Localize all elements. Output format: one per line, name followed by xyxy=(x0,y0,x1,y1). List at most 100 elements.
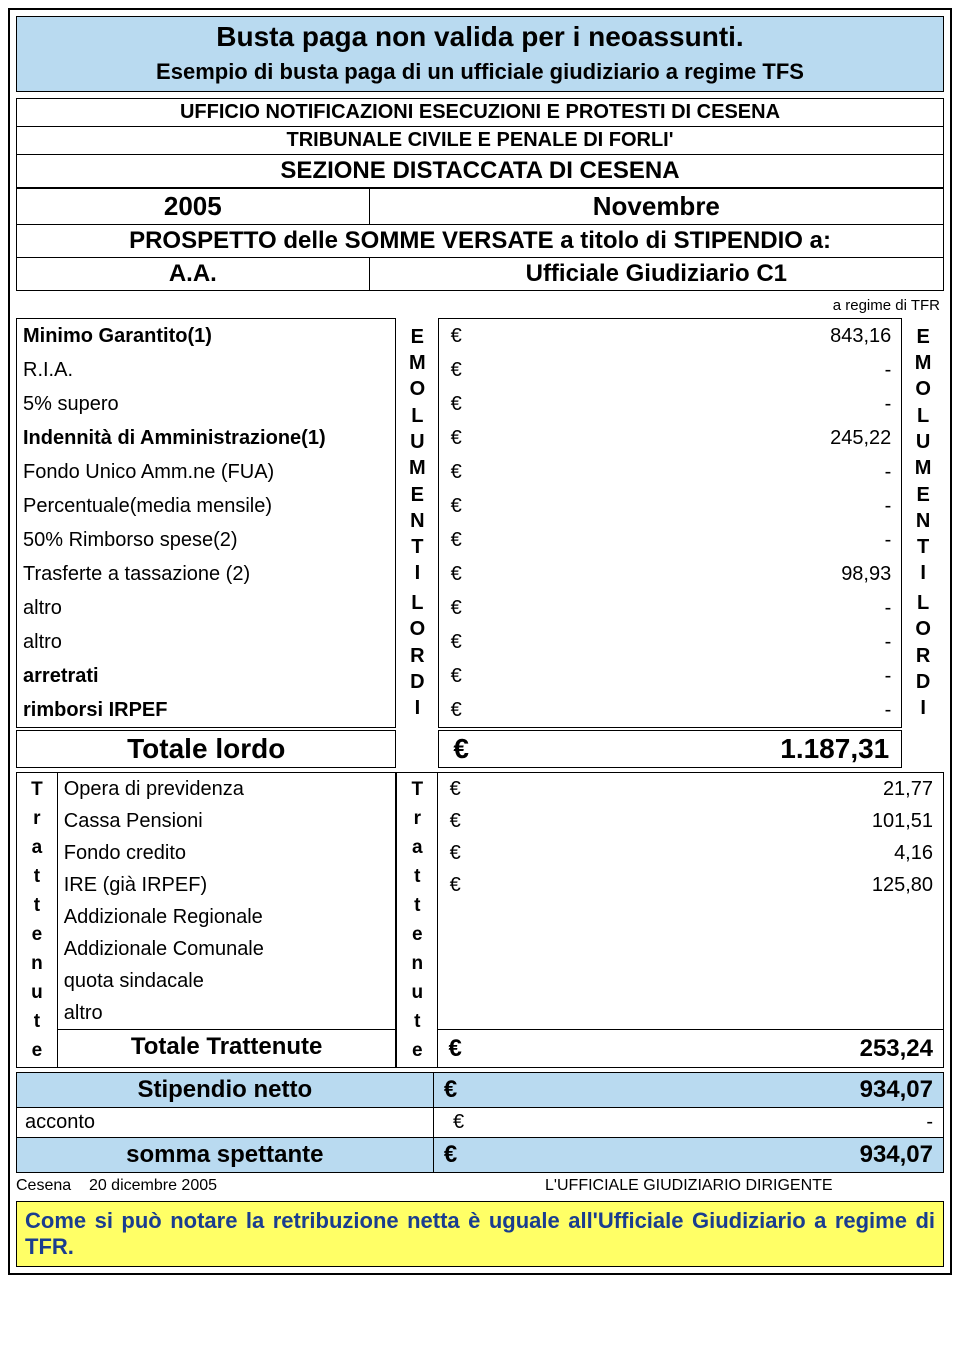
item-label: R.I.A. xyxy=(17,353,395,387)
trattenuta-value xyxy=(438,997,943,1029)
prospetto-title: PROSPETTO delle SOMME VERSATE a titolo d… xyxy=(16,225,944,258)
euro-icon: € xyxy=(438,778,472,801)
vertical-letter: e xyxy=(17,1040,57,1062)
signature-role: L'UFFICIALE GIUDIZIARIO DIRIGENTE xyxy=(434,1177,944,1195)
totale-trattenute-label: Totale Trattenute xyxy=(58,1029,396,1064)
trattenuta-value: €101,51 xyxy=(438,805,943,837)
vertical-letter: I xyxy=(902,697,944,720)
vertical-letter: D xyxy=(396,671,438,694)
item-value: €- xyxy=(439,455,901,489)
trattenuta-value xyxy=(438,901,943,933)
euro-icon: € xyxy=(434,1076,468,1104)
vertical-letter: U xyxy=(902,431,944,454)
vertical-letter: M xyxy=(396,352,438,375)
stipendio-netto-amount: 934,07 xyxy=(468,1076,943,1104)
trattenuta-amount: 21,77 xyxy=(472,778,943,801)
item-amount: - xyxy=(473,495,901,518)
totale-lordo-row: Totale lordo € 1.187,31 xyxy=(16,730,944,768)
vertical-letter: I xyxy=(396,562,438,585)
emolumenti-grid: Minimo Garantito(1)R.I.A.5% superoIndenn… xyxy=(16,318,944,728)
recipient-row: A.A. Ufficiale Giudiziario C1 xyxy=(16,258,944,291)
vertical-letter: E xyxy=(396,326,438,349)
footer-note: Come si può notare la retribuzione netta… xyxy=(16,1201,944,1267)
stipendio-netto-value: € 934,07 xyxy=(434,1072,944,1108)
item-amount: 245,22 xyxy=(473,427,901,450)
item-amount: - xyxy=(473,393,901,416)
item-amount: - xyxy=(473,359,901,382)
vertical-letter: a xyxy=(397,837,437,859)
trattenuta-label: IRE (già IRPEF) xyxy=(58,869,396,901)
trattenute-vertical-mid: Trattenute xyxy=(396,772,438,1068)
euro-icon: € xyxy=(439,461,473,484)
trattenuta-label: altro xyxy=(58,997,396,1029)
trattenuta-amount: 101,51 xyxy=(472,810,943,833)
trattenuta-label: Cassa Pensioni xyxy=(58,805,396,837)
euro-icon: € xyxy=(439,699,473,722)
item-amount: - xyxy=(473,699,901,722)
net-block: Stipendio netto € 934,07 acconto € - som… xyxy=(16,1072,944,1173)
euro-icon: € xyxy=(439,597,473,620)
month: Novembre xyxy=(369,188,944,225)
vertical-letter: N xyxy=(396,510,438,533)
signature-row: Cesena 20 dicembre 2005 L'UFFICIALE GIUD… xyxy=(16,1177,944,1195)
totale-lordo-label: Totale lordo xyxy=(16,730,396,768)
trattenute-values-column: €21,77€101,51€4,16€125,80€253,24 xyxy=(438,772,944,1068)
vertical-letter: E xyxy=(396,484,438,507)
item-values-column: €843,16€-€-€245,22€-€-€-€98,93€-€-€-€- xyxy=(438,318,902,728)
trattenute-labels-column: Opera di previdenzaCassa PensioniFondo c… xyxy=(58,772,397,1068)
vertical-letter: O xyxy=(902,378,944,401)
section-line: SEZIONE DISTACCATA DI CESENA xyxy=(16,155,944,188)
trattenuta-label: Addizionale Regionale xyxy=(58,901,396,933)
euro-icon: € xyxy=(442,1111,476,1134)
trattenuta-amount: 125,80 xyxy=(472,874,943,897)
year: 2005 xyxy=(16,188,369,225)
item-amount: - xyxy=(473,665,901,688)
acconto-value: € - xyxy=(434,1108,944,1138)
euro-icon: € xyxy=(439,359,473,382)
item-label: Indennità di Amministrazione(1) xyxy=(17,421,395,455)
item-value: €- xyxy=(439,387,901,421)
euro-icon: € xyxy=(439,529,473,552)
item-value: €- xyxy=(439,693,901,727)
acconto-row: acconto € - xyxy=(16,1108,944,1138)
item-labels-column: Minimo Garantito(1)R.I.A.5% superoIndenn… xyxy=(16,318,396,728)
banner-title: Busta paga non valida per i neoassunti. xyxy=(17,17,943,57)
trattenuta-value: €4,16 xyxy=(438,837,943,869)
vertical-letter: O xyxy=(396,378,438,401)
tribunal-line: TRIBUNALE CIVILE E PENALE DI FORLI' xyxy=(16,127,944,155)
vertical-letter: O xyxy=(902,618,944,641)
item-value: €245,22 xyxy=(439,421,901,455)
euro-icon: € xyxy=(438,1035,472,1063)
vertical-letter: L xyxy=(396,405,438,428)
totale-lordo-amount: 1.187,31 xyxy=(483,733,901,765)
vertical-letter: n xyxy=(397,953,437,975)
recipient-role: Ufficiale Giudiziario C1 xyxy=(369,258,944,291)
item-value: €- xyxy=(439,353,901,387)
vertical-letter: R xyxy=(396,645,438,668)
item-label: arretrati xyxy=(17,659,395,693)
vertical-letter: t xyxy=(397,895,437,917)
trattenute-vertical-left: Trattenute xyxy=(16,772,58,1068)
trattenuta-label: Fondo credito xyxy=(58,837,396,869)
totale-lordo-value: € 1.187,31 xyxy=(438,730,902,768)
item-amount: 843,16 xyxy=(473,325,901,348)
vertical-letter: O xyxy=(396,618,438,641)
emolumenti-vertical-left: EMOLUMENTILORDI xyxy=(396,318,438,728)
euro-icon: € xyxy=(439,665,473,688)
trattenuta-value xyxy=(438,965,943,997)
vertical-letter: u xyxy=(17,982,57,1004)
vertical-letter: E xyxy=(902,484,944,507)
item-amount: - xyxy=(473,631,901,654)
vertical-letter: N xyxy=(902,510,944,533)
trattenuta-label: Opera di previdenza xyxy=(58,773,396,805)
euro-icon: € xyxy=(439,427,473,450)
vertical-letter: L xyxy=(902,405,944,428)
vertical-letter: t xyxy=(397,1011,437,1033)
trattenuta-value xyxy=(438,933,943,965)
payslip-page: Busta paga non valida per i neoassunti. … xyxy=(8,8,952,1275)
euro-icon: € xyxy=(434,1141,468,1169)
item-value: €- xyxy=(439,625,901,659)
recipient-initials: A.A. xyxy=(16,258,369,291)
vertical-letter: T xyxy=(17,779,57,801)
signature-place-date: Cesena 20 dicembre 2005 xyxy=(16,1177,434,1195)
